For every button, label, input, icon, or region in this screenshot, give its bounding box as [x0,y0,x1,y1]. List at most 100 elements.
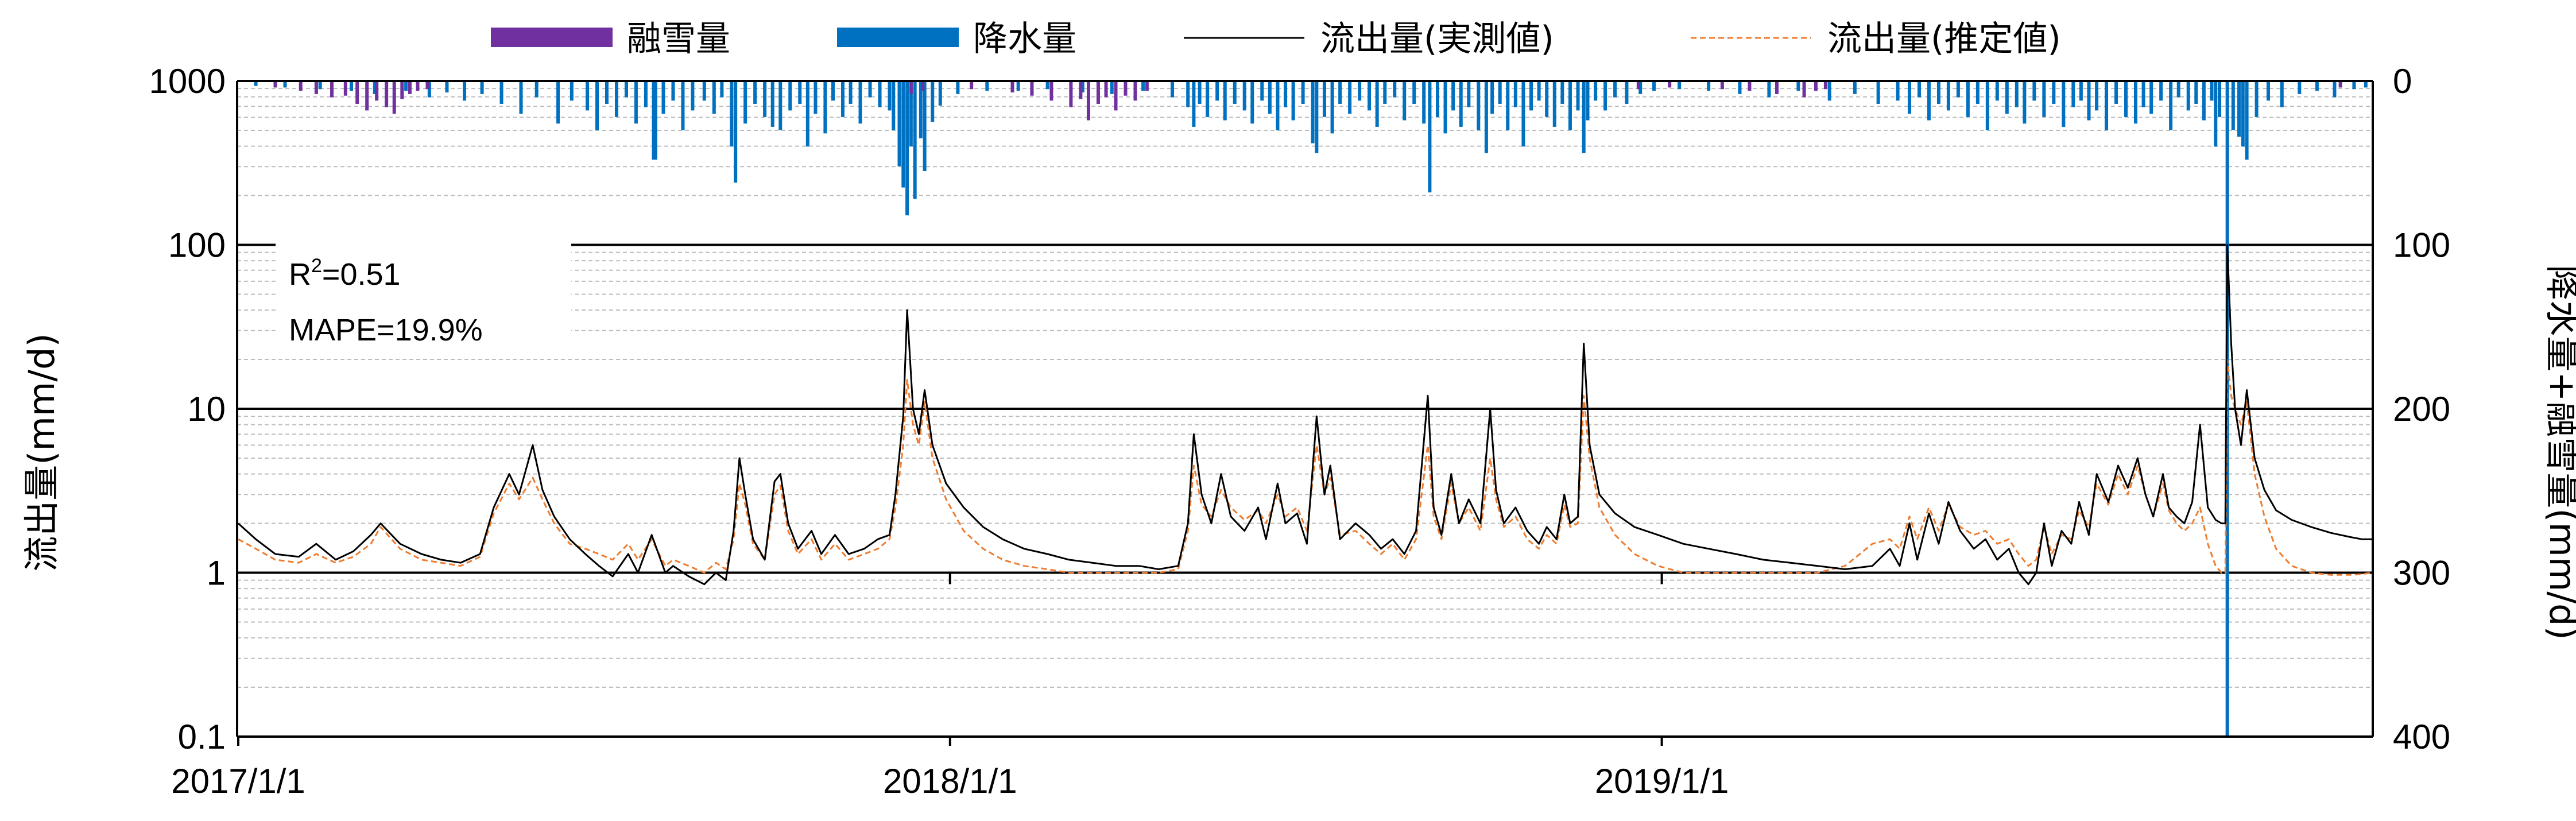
rain-bar [778,81,783,130]
rain-bar [1338,81,1342,104]
rain-bar [2225,81,2229,737]
rain-bar [1946,81,1950,111]
rain-bar [634,81,638,124]
snowmelt-bar [375,81,379,101]
rain-bar [938,81,942,106]
rain-bar [2186,81,2190,111]
rain-bar [814,81,818,114]
rain-bar [1330,81,1334,134]
snowmelt-bar [1720,81,1724,90]
snowmelt-bar [343,81,347,96]
snowmelt-bar [408,81,412,94]
snowmelt-bar [1668,81,1672,88]
snowmelt-bar [1124,81,1128,96]
rain-bar [712,81,716,114]
right-tick-label: 100 [2393,226,2450,265]
rain-bar [2141,81,2145,107]
snowmelt-bar [416,81,420,91]
rain-bar [1853,81,1857,94]
rain-bar [2255,81,2259,117]
rain-bar [318,81,322,90]
rain-bar [1358,81,1362,101]
rain-bar [2159,81,2163,101]
snowmelt-bar [1636,81,1640,90]
rain-bar [1638,81,1643,94]
rain-bar [1186,81,1190,107]
rain-bar [1652,81,1656,91]
rain-bar [1678,81,1682,90]
rain-bar [1171,81,1175,98]
right-axis-label: 降水量+融雪量(mm/d) [2542,265,2576,640]
rain-bar [1907,81,1911,114]
major-grid [237,243,2373,574]
snowmelt-bar [1145,81,1149,91]
left-axis-label: 流出量(mm/d) [21,333,63,571]
snowmelt-bar [1096,81,1100,104]
snowmelt-bar [314,81,318,94]
rain-bar [652,81,656,160]
rain-bar [2315,81,2319,91]
legend-label-snowmelt: 融雪量 [627,19,730,59]
snowmelt-bar [1114,81,1118,111]
rain-bar [1560,81,1564,104]
left-tick-label: 1000 [149,62,226,100]
rain-bar [1291,81,1295,121]
rain-bar [373,81,377,94]
rain-bar [1498,81,1502,104]
rain-bar [1412,81,1416,104]
rain-bar [661,81,665,114]
axes: 0.1 1 10 100 1000 0 100 200 300 400 2017/1/1 2018/1… [149,62,2451,800]
rain-bar [931,81,935,122]
rain-bar [1260,81,1264,101]
rain-bar [1016,81,1020,91]
rain-bar [1428,81,1432,193]
left-tick-label: 1 [207,554,226,592]
rain-bar [1080,81,1084,92]
rain-bar [913,81,917,199]
stats-annotation: R2=0.51 MAPE=19.9% [276,235,571,359]
snowmelt-bar [2338,81,2342,88]
rain-bar [1896,81,1900,101]
rain-bar [2105,81,2109,130]
rain-bar [2176,81,2180,98]
left-tick-label: 10 [187,390,226,428]
rain-bar [1443,81,1447,134]
rain-bar [905,81,909,216]
rain-bar [644,81,648,107]
snowmelt-bar [273,81,277,88]
rain-bar [1368,81,1372,111]
rain-bar [1215,81,1219,101]
snowmelt-bar [425,81,429,90]
left-axis-title: 流出量(mm/d) [21,333,63,571]
rain-bar [897,81,901,166]
rain-bar [1459,81,1463,127]
rain-bar [2352,81,2356,90]
snowmelt-bar [1823,81,1827,90]
snowmelt-bar [1086,81,1090,121]
rain-bar [2333,81,2337,98]
rain-bar [702,81,706,101]
snowmelt-bar [392,81,396,114]
snowmelt-bar [1049,81,1053,101]
rain-bar [283,81,287,88]
rain-bar [1268,81,1272,114]
rain-bar [840,81,845,117]
rain-bar [798,81,802,104]
right-tick-label: 200 [2393,390,2450,428]
precipitation-bars [254,81,2368,737]
rain-bar [858,81,862,124]
snowmelt-bar [1104,81,1108,98]
rain-bar [1552,81,1556,127]
x-tick-label: 2018/1/1 [883,762,1017,800]
snowmelt-bar [1079,81,1083,99]
right-axis-title: 降水量+融雪量(mm/d) [2542,265,2576,640]
rain-bar [1985,81,1989,130]
rain-bar [1603,81,1607,111]
snowmelt-bar [385,81,389,107]
rain-bar [1403,81,1407,121]
rain-bar [534,81,539,98]
rain-bar [892,81,896,130]
rain-bar [1435,81,1439,117]
rain-bar [1529,81,1533,111]
rain-bar [2052,81,2056,104]
